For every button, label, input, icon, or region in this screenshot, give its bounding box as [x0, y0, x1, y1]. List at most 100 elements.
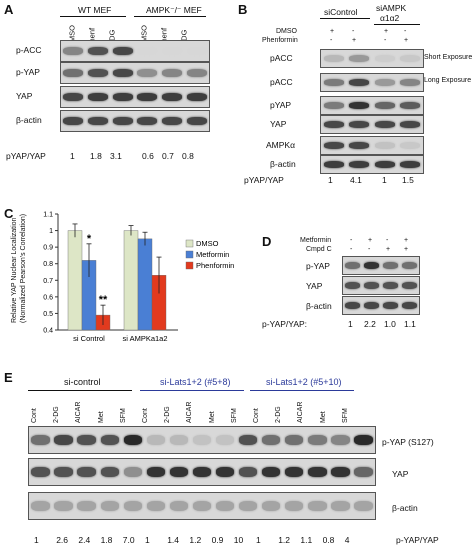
panel-a-blot-band — [88, 69, 108, 77]
panel-c-chart: 0.4 0.5 0.6 0.7 0.8 0.9 1 1.1 si Control si AMPKa… — [43, 212, 234, 344]
panel-a-blot — [60, 40, 210, 62]
panel-d-blot-band — [344, 282, 361, 289]
panel-e-blot — [28, 426, 376, 454]
panel-b-blot — [320, 136, 424, 155]
panel-e-lane-label: AICAR — [186, 401, 194, 423]
panel-e-blot — [28, 492, 376, 520]
panel-c-y-tick-label: 0.5 — [43, 311, 53, 318]
panel-b-ratio-label: pYAP/YAP — [244, 175, 284, 185]
panel-d-blot-band — [344, 302, 361, 309]
panel-e-row-label: p-YAP (S127) — [382, 437, 434, 447]
panel-b-row-label: pACC — [270, 53, 293, 63]
panel-b-blot-band — [349, 79, 370, 86]
panel-e-blot-band — [169, 501, 189, 511]
panel-b-row-label: pYAP — [270, 100, 292, 110]
panel-a-row-label: β-actin — [16, 115, 42, 125]
panel-e-blot-band — [77, 467, 96, 477]
panel-e-lane-label: 2-DG — [53, 406, 61, 423]
panel-b-blot — [320, 96, 424, 115]
panel-e-lane-label: SFM — [230, 408, 238, 423]
panel-b-blot-band — [374, 55, 395, 62]
panel-a-blot-band — [63, 117, 84, 125]
panel-b-blot-band — [400, 121, 421, 128]
panel-e-lane-label: Met — [97, 411, 105, 423]
panel-b-phenformin-label: Phenformin — [262, 37, 298, 44]
panel-e-ratio-value: 1.8 — [100, 535, 113, 545]
panel-b-row-label: β-actin — [270, 159, 296, 169]
panel-a-blot-band — [186, 93, 207, 101]
panel-e-ratio-value: 1.4 — [167, 535, 180, 545]
panel-d-blot — [342, 296, 420, 315]
panel-e-blot-band — [261, 435, 281, 445]
panel-d-cmpdc-label: Cmpd C — [306, 246, 332, 253]
panel-c-y-tick-label: 0.8 — [43, 261, 53, 268]
panel-c-annotation: * — [87, 233, 92, 245]
panel-d-ratio-value: 1.1 — [404, 319, 416, 329]
panel-e-blot-band — [238, 467, 258, 477]
panel-c-legend-label: Metformin — [196, 250, 229, 259]
panel-a-ratio-label: pYAP/YAP — [6, 151, 46, 161]
panel-d-ratio-value: 2.2 — [364, 319, 376, 329]
panel-c-annotation: ** — [99, 294, 108, 306]
panel-e-row-label: β-actin — [392, 503, 418, 513]
panel-e-ratio-value: 1 — [256, 535, 261, 545]
panel-a-blot-band — [88, 117, 108, 125]
panel-d-blot-band — [401, 262, 418, 269]
panel-d-blot-band — [382, 302, 399, 309]
panel-e-ratio-value: 4 — [344, 535, 350, 545]
panel-e-blot-band — [146, 435, 166, 445]
panel-e-group-lats-5-10: si-Lats1+2 (#5+10) — [266, 377, 342, 387]
panel-d-blot-band — [401, 302, 418, 309]
panel-e-ratio-value: 0.9 — [211, 535, 224, 545]
panel-e-ratio-value: 7.0 — [122, 535, 135, 545]
panel-e-row-label: YAP — [392, 469, 409, 479]
panel-d-ratio-value: 1 — [348, 319, 353, 329]
panel-b-blot-band — [323, 161, 344, 168]
panel-c-legend-swatch — [185, 239, 194, 248]
panel-a-blot-band — [112, 93, 133, 101]
panel-b-long-exposure: Long Exposure — [424, 77, 472, 84]
panel-a-blot-band — [112, 117, 133, 125]
panel-d-blot-band — [363, 282, 380, 289]
panel-b-sign-phenformin: + — [404, 37, 409, 44]
panel-b-row-label: YAP — [270, 119, 287, 129]
panel-a-blot-band — [63, 47, 84, 55]
panel-e-ratio-value: 1.2 — [189, 535, 202, 545]
panel-b-ratio-value: 1.5 — [402, 175, 414, 185]
panel-a-blot-band — [186, 117, 207, 125]
panel-e-blot-band — [192, 435, 212, 445]
panel-b-blot-band — [349, 121, 370, 128]
panel-e-blot-band — [331, 435, 350, 445]
panel-d-metformin-label: Metformin — [300, 237, 332, 244]
panel-d-blot-band — [401, 282, 418, 289]
panel-e-ratio-value: 1 — [34, 535, 39, 545]
panel-e-lane-label: Met — [319, 411, 327, 423]
panel-e-blot-band — [308, 467, 327, 477]
panel-e-ratio-value: 2.4 — [78, 535, 91, 545]
panel-b-blot-band — [374, 161, 395, 168]
panel-c-bar — [123, 230, 139, 331]
panel-e-blot-band — [308, 501, 327, 511]
panel-e-lane-label: Cont — [142, 408, 149, 423]
panel-b-sign-phenformin: - — [330, 37, 333, 44]
panel-d-sign-metformin: - — [350, 237, 353, 244]
panel-e-lane-label: SFM — [341, 408, 349, 423]
panel-b-blot-band — [323, 79, 344, 86]
panel-e-blot-band — [54, 467, 73, 477]
panel-b-blot-band — [349, 142, 370, 149]
panel-a-blot — [60, 62, 210, 84]
panel-d-sign-metformin: + — [404, 237, 409, 244]
panel-a-blot — [60, 86, 210, 108]
panel-c-legend-swatch — [185, 250, 194, 259]
panel-a-blot-band — [162, 117, 182, 125]
panel-a-ratio-value: 1.8 — [90, 151, 102, 161]
panel-e-lane-label: Cont — [31, 408, 38, 423]
panel-e-ratio-value: 2.6 — [56, 535, 69, 545]
panel-e-blot-band — [238, 435, 258, 445]
panel-e-blot-band — [169, 435, 189, 445]
panel-e-blot-band — [285, 467, 304, 477]
panel-a-blot-band — [162, 47, 182, 55]
panel-a-blot-band — [88, 47, 108, 55]
panel-d-sign-metformin: - — [386, 237, 389, 244]
panel-d-blot-band — [382, 262, 399, 269]
